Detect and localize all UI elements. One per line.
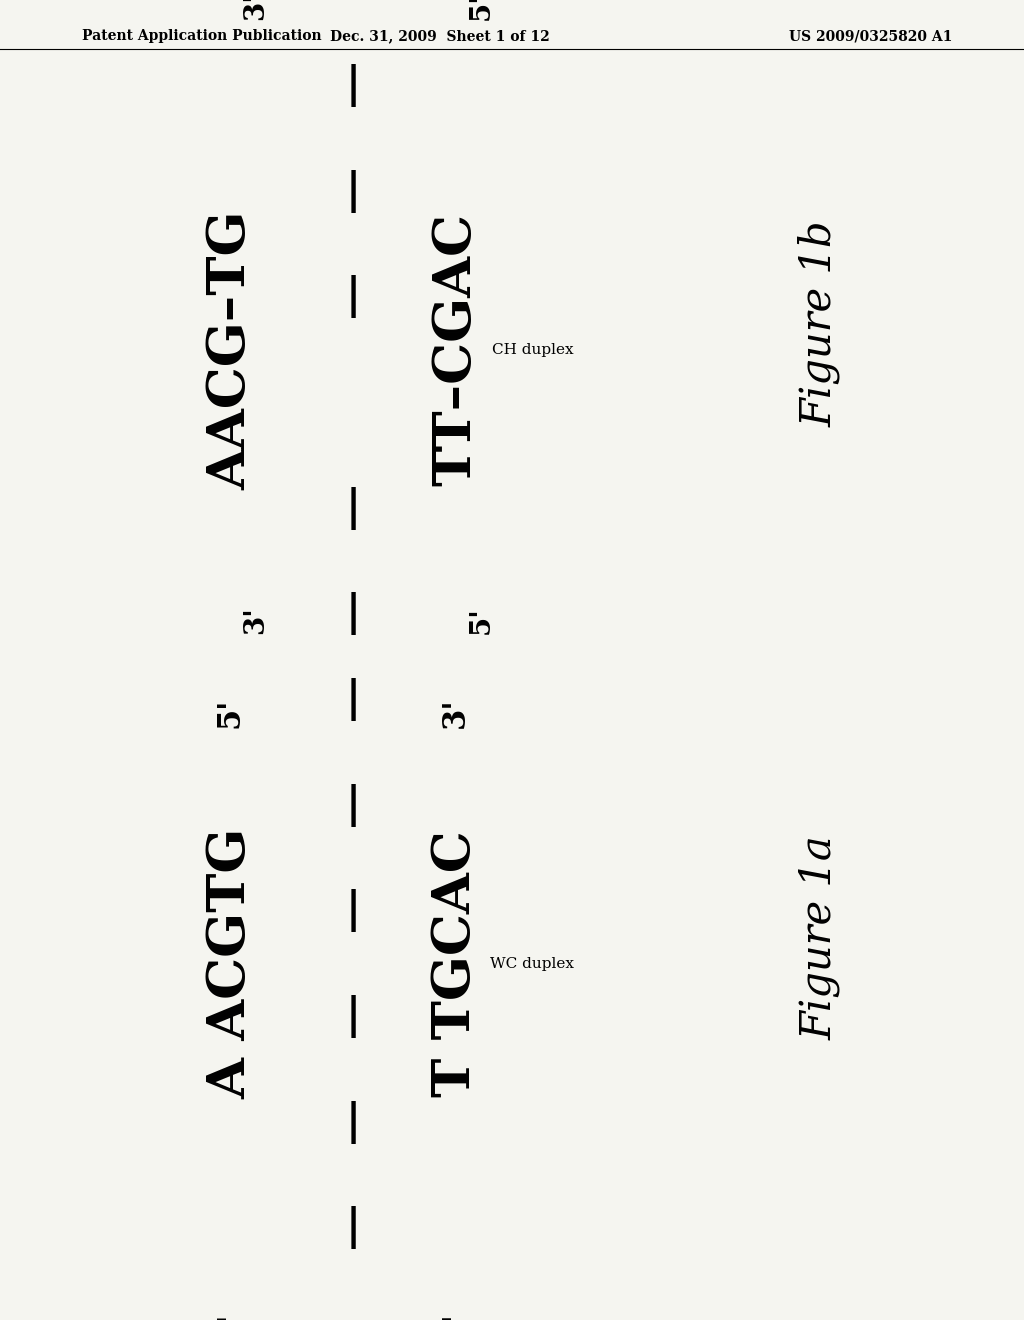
Text: A ACGTG: A ACGTG [205, 828, 256, 1100]
Text: 5': 5' [468, 606, 495, 635]
Text: 5': 5' [215, 1311, 246, 1320]
Text: US 2009/0325820 A1: US 2009/0325820 A1 [788, 29, 952, 44]
Text: Figure 1a: Figure 1a [798, 834, 841, 1040]
Text: 3': 3' [440, 697, 471, 729]
Text: AACG–TG: AACG–TG [205, 210, 256, 490]
Text: 5': 5' [468, 0, 495, 21]
Text: Dec. 31, 2009  Sheet 1 of 12: Dec. 31, 2009 Sheet 1 of 12 [331, 29, 550, 44]
Text: T TGCAC: T TGCAC [430, 830, 481, 1097]
Text: 3': 3' [243, 0, 269, 21]
Text: |: | [346, 995, 360, 1038]
Text: |: | [346, 784, 360, 826]
Text: 3': 3' [440, 1311, 471, 1320]
Text: 3': 3' [243, 606, 269, 635]
Text: 5': 5' [215, 697, 246, 729]
Text: TT–CGAC: TT–CGAC [430, 214, 481, 486]
Text: CH duplex: CH duplex [492, 343, 573, 356]
Text: |: | [346, 890, 360, 932]
Text: |: | [346, 678, 360, 721]
Text: WC duplex: WC duplex [490, 957, 574, 970]
Text: |: | [346, 65, 360, 107]
Text: |: | [346, 1101, 360, 1143]
Text: |: | [346, 276, 360, 318]
Text: Patent Application Publication: Patent Application Publication [82, 29, 322, 44]
Text: Figure 1b: Figure 1b [798, 220, 841, 426]
Text: |: | [346, 1206, 360, 1249]
Text: |: | [346, 487, 360, 529]
Text: |: | [346, 170, 360, 213]
Text: |: | [346, 593, 360, 635]
